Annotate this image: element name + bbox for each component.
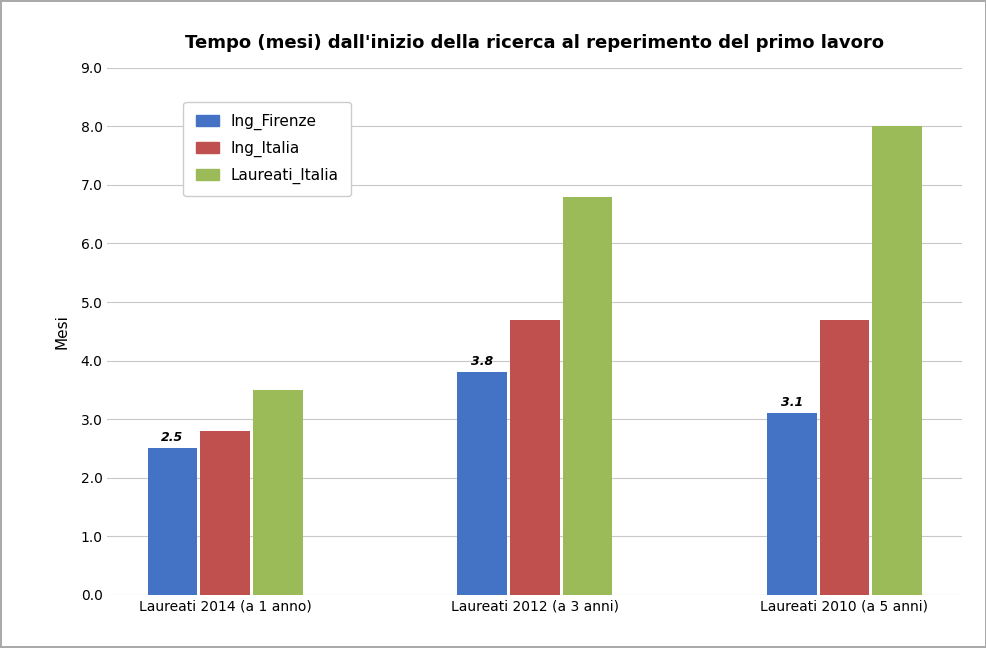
Bar <box>766 413 815 595</box>
Y-axis label: Mesi: Mesi <box>54 314 69 349</box>
Bar <box>148 448 197 595</box>
Bar <box>818 319 869 595</box>
Text: 3.8: 3.8 <box>470 355 493 368</box>
Bar <box>252 390 303 595</box>
Bar <box>872 126 921 595</box>
Bar <box>510 319 559 595</box>
Legend: Ing_Firenze, Ing_Italia, Laureati_Italia: Ing_Firenze, Ing_Italia, Laureati_Italia <box>183 102 351 196</box>
Bar <box>200 431 249 595</box>
Text: 3.1: 3.1 <box>780 396 803 409</box>
Bar <box>562 196 611 595</box>
Title: Tempo (mesi) dall'inizio della ricerca al reperimento del primo lavoro: Tempo (mesi) dall'inizio della ricerca a… <box>185 34 883 52</box>
Text: 2.5: 2.5 <box>161 432 183 445</box>
Bar <box>457 372 507 595</box>
